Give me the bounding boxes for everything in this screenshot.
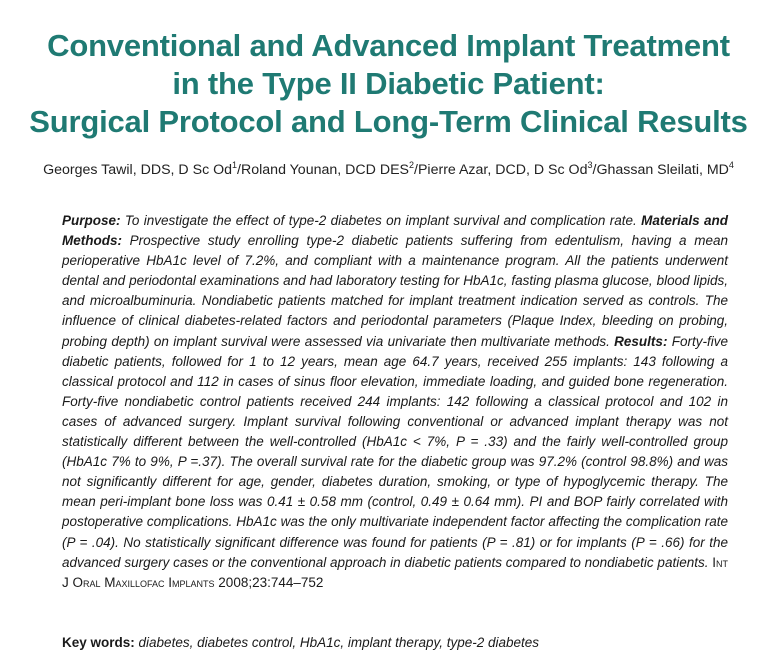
methods-text: Prospective study enrolling type-2 diabe…: [62, 233, 728, 349]
purpose-text: To investigate the effect of type-2 diab…: [120, 213, 642, 228]
author-name: Georges Tawil, DDS, D Sc Od: [43, 162, 233, 178]
journal-citation: 2008;23:744–752: [214, 574, 324, 590]
author-list: Georges Tawil, DDS, D Sc Od1/Roland Youn…: [0, 160, 777, 180]
keywords-text: diabetes, diabetes control, HbA1c, impla…: [134, 635, 540, 650]
author-separator: /: [414, 162, 418, 178]
purpose-heading: Purpose:: [62, 213, 121, 228]
results-heading: Results:: [614, 333, 668, 349]
author-separator: /: [237, 162, 241, 178]
author-name: Ghassan Sleilati, MD: [596, 162, 729, 178]
title-line-1: Conventional and Advanced Implant Treatm…: [47, 28, 730, 63]
author-affiliation-mark: 4: [728, 160, 734, 170]
title-line-2: in the Type II Diabetic Patient:: [172, 66, 605, 101]
title-line-3: Surgical Protocol and Long-Term Clinical…: [29, 104, 748, 139]
author-affiliation-mark: 2: [409, 160, 415, 170]
author-name: Pierre Azar, DCD, D Sc Od: [417, 162, 588, 178]
journal-name: Int J Oral Maxillofac Implants: [62, 554, 728, 590]
abstract: Purpose: To investigate the effect of ty…: [62, 211, 728, 593]
keywords-heading: Key words:: [62, 635, 135, 650]
author-separator: /: [592, 162, 597, 178]
author-affiliation-mark: 3: [587, 160, 593, 170]
keywords: Key words: diabetes, diabetes control, H…: [62, 633, 742, 653]
methods-heading: Materials and Methods:: [62, 213, 728, 249]
article-title: Conventional and Advanced Implant Treatm…: [0, 27, 777, 141]
author-affiliation-mark: 1: [232, 160, 238, 170]
results-text: Forty-five diabetic patients, followed f…: [62, 333, 728, 570]
author-name: Roland Younan, DCD DES: [241, 162, 409, 178]
